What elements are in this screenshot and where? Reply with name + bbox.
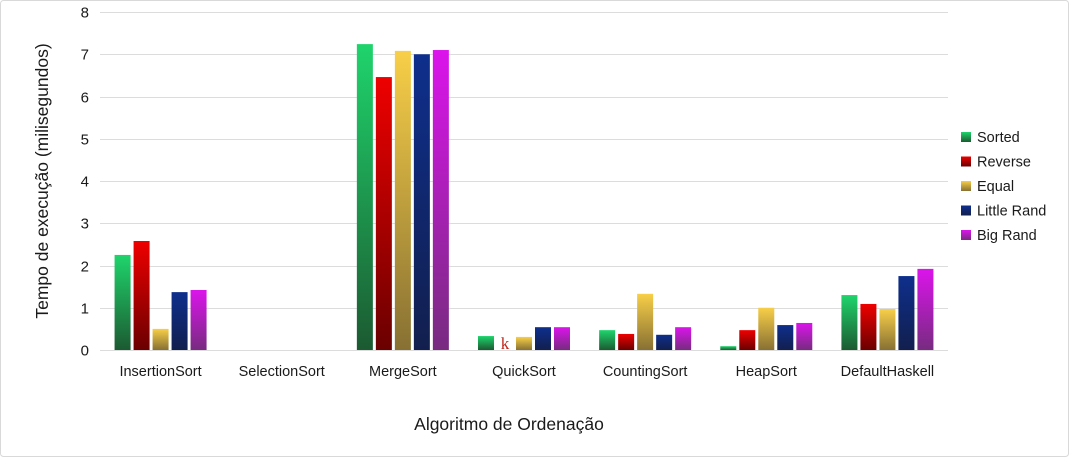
bar-quicksort-sorted	[478, 336, 494, 350]
x-category-label-quicksort: QuickSort	[492, 364, 556, 380]
y-tick-label: 2	[81, 259, 89, 276]
bar-countingsort-reverse	[618, 333, 635, 350]
bar-countingsort-equal	[637, 293, 654, 350]
bars	[114, 44, 934, 351]
bar-mergesort-equal	[394, 50, 411, 351]
y-axis-title: Tempo de execução (milisegundos)	[32, 43, 52, 318]
bar-defaulthaskell-reverse	[860, 303, 877, 350]
legend-item-little-rand: Little Rand	[961, 204, 1046, 220]
x-category-label-selectionsort: SelectionSort	[239, 364, 325, 380]
bar-insertionsort-sorted	[114, 254, 131, 350]
y-tick-label: 3	[81, 216, 89, 233]
bar-countingsort-little-rand	[656, 334, 673, 350]
legend-item-equal: Equal	[961, 179, 1014, 195]
bar-mergesort-sorted	[356, 44, 373, 351]
bar-insertionsort-equal	[152, 328, 169, 350]
y-tick-label: 7	[81, 47, 89, 64]
legend-item-sorted: Sorted	[961, 130, 1020, 146]
bar-heapsort-big-rand	[796, 322, 813, 350]
bar-mergesort-reverse	[375, 77, 392, 350]
gridlines	[100, 12, 948, 351]
x-axis-title: Algoritmo de Ordenação	[414, 414, 604, 434]
bar-insertionsort-little-rand	[171, 292, 188, 350]
bar-countingsort-big-rand	[675, 327, 692, 350]
legend-swatch-sorted	[961, 132, 971, 142]
legend-swatch-big-rand	[961, 230, 971, 240]
chart-annotation: k	[501, 334, 510, 353]
bar-mergesort-little-rand	[413, 54, 430, 350]
bar-defaulthaskell-little-rand	[898, 276, 915, 350]
bar-quicksort-equal	[516, 336, 532, 350]
bar-mergesort-big-rand	[432, 50, 449, 351]
legend-label-little-rand: Little Rand	[977, 204, 1046, 220]
x-category-label-mergesort: MergeSort	[369, 364, 437, 380]
legend-item-reverse: Reverse	[961, 155, 1031, 171]
legend-swatch-reverse	[961, 156, 971, 167]
bar-quicksort-big-rand	[554, 327, 570, 350]
bar-countingsort-sorted	[599, 330, 616, 350]
bar-heapsort-reverse	[739, 330, 756, 350]
bar-heapsort-equal	[758, 307, 775, 350]
x-axis-categories: InsertionSort SelectionSort MergeSort Quick…	[119, 364, 934, 380]
y-tick-label: 0	[81, 343, 89, 360]
x-category-label-defaulthaskell: DefaultHaskell	[841, 364, 935, 380]
y-tick-label: 5	[81, 132, 89, 149]
x-category-label-insertionsort: InsertionSort	[119, 364, 201, 380]
bar-defaulthaskell-sorted	[841, 295, 858, 350]
bar-defaulthaskell-big-rand	[917, 268, 934, 350]
x-category-label-heapsort: HeapSort	[736, 364, 797, 380]
bar-quicksort-little-rand	[535, 327, 551, 350]
legend-swatch-equal	[961, 181, 971, 191]
x-category-label-countingsort: CountingSort	[603, 364, 688, 380]
y-tick-label: 6	[81, 90, 89, 107]
bar-heapsort-little-rand	[777, 325, 794, 350]
legend-swatch-little-rand	[961, 205, 971, 216]
legend: Sorted Reverse Equal Little Rand Big Rand	[961, 130, 1046, 244]
bar-defaulthaskell-equal	[879, 309, 896, 350]
bar-heapsort-sorted	[720, 346, 737, 350]
legend-label-equal: Equal	[977, 179, 1014, 195]
annotations: k	[501, 334, 510, 353]
y-tick-label: 8	[81, 5, 89, 22]
y-tick-label: 1	[81, 301, 89, 318]
legend-label-big-rand: Big Rand	[977, 228, 1037, 244]
legend-item-big-rand: Big Rand	[961, 228, 1037, 244]
bar-insertionsort-big-rand	[190, 290, 207, 350]
legend-label-reverse: Reverse	[977, 155, 1031, 171]
bar-insertionsort-reverse	[133, 240, 150, 350]
y-axis-ticks: 0 1 2 3 4 5 6 7 8	[81, 5, 89, 360]
legend-label-sorted: Sorted	[977, 130, 1020, 146]
y-tick-label: 4	[81, 174, 89, 191]
